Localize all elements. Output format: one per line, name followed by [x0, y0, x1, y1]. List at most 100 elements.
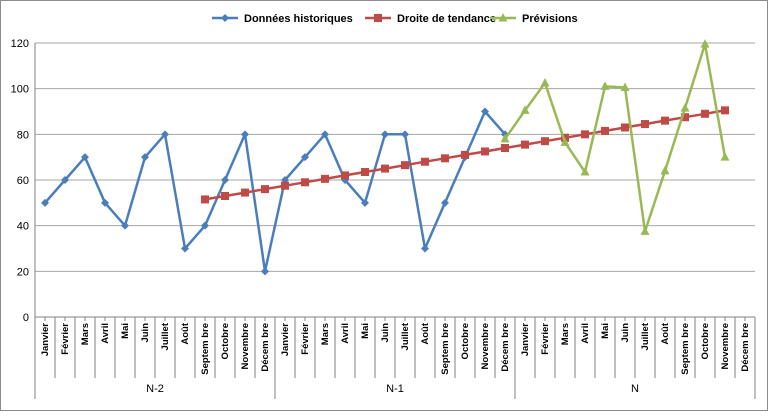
x-tick-label: Mai — [360, 323, 371, 339]
x-tick-label: Mai — [600, 323, 611, 339]
data-point — [581, 130, 589, 139]
data-point — [680, 103, 690, 112]
y-tick-label: 100 — [11, 84, 29, 96]
series-0 — [41, 107, 509, 276]
data-point — [501, 144, 509, 153]
legend-label: Prévisions — [522, 13, 578, 25]
data-point — [161, 130, 169, 139]
data-point — [541, 137, 549, 146]
data-point — [261, 185, 269, 194]
data-point — [221, 191, 229, 200]
x-tick-label: Octobre — [460, 323, 471, 359]
x-tick-label: Décem bre — [740, 323, 751, 372]
data-point — [201, 221, 209, 230]
x-tick-label: Novembre — [240, 323, 251, 369]
group-label: N-2 — [146, 383, 164, 395]
data-point — [661, 116, 669, 125]
x-tick-label: Mars — [320, 323, 331, 345]
data-point — [81, 153, 89, 162]
legend-marker — [374, 14, 382, 22]
x-tick-label: Octobre — [220, 323, 231, 359]
x-tick-label: Février — [300, 323, 311, 355]
group-label: N — [631, 383, 639, 395]
data-point — [481, 147, 489, 156]
x-tick-label: Septem bre — [200, 323, 211, 375]
x-tick-label: Juillet — [640, 322, 651, 350]
x-tick-label: Février — [60, 323, 71, 355]
data-point — [641, 120, 649, 129]
group-label: N-1 — [386, 383, 404, 395]
y-tick-label: 20 — [17, 266, 29, 278]
data-point — [301, 153, 309, 162]
x-tick-label: Mai — [120, 323, 131, 339]
data-point — [221, 176, 229, 184]
data-point — [621, 123, 629, 132]
data-point — [381, 130, 389, 139]
data-point — [121, 221, 129, 230]
x-tick-label: Septem bre — [440, 323, 451, 375]
x-tick-label: Août — [420, 322, 431, 344]
y-tick-label: 120 — [11, 38, 29, 50]
x-tick-label: Juin — [620, 323, 631, 343]
x-tick-label: Janvier — [40, 323, 51, 357]
gridlines — [35, 42, 755, 272]
x-tick-label: Janvier — [520, 323, 531, 357]
data-point — [361, 198, 369, 207]
data-point — [381, 164, 389, 173]
x-tick-label: Septem bre — [680, 323, 691, 375]
data-point — [720, 152, 730, 161]
x-tick-label: Octobre — [700, 323, 711, 359]
x-tick-label: Février — [540, 323, 551, 355]
legend: Données historiques Droite de tendance Pré… — [212, 13, 578, 25]
axis-labels: 0 20 40 60 80 100 120 Janvier Février Mars Avril Ma… — [11, 38, 751, 395]
data-point — [580, 167, 590, 176]
data-point — [101, 198, 109, 207]
y-tick-label: 60 — [17, 175, 29, 187]
x-tick-label: Décem bre — [500, 323, 511, 372]
data-point — [601, 126, 609, 135]
x-tick-label: Mars — [560, 323, 571, 345]
legend-label: Données historiques — [244, 13, 353, 25]
data-point — [41, 198, 49, 207]
series-layer — [41, 39, 730, 276]
x-tick-label: Janvier — [280, 323, 291, 357]
x-tick-label: Août — [180, 322, 191, 344]
legend-marker — [221, 14, 229, 22]
data-point — [620, 82, 630, 92]
x-tick-label: Juillet — [400, 322, 411, 350]
x-tick-label: Novembre — [480, 323, 491, 369]
x-tick-label: Avril — [340, 323, 351, 344]
data-point — [241, 130, 249, 139]
data-point — [600, 81, 610, 90]
x-tick-label: Décem bre — [260, 323, 271, 372]
x-tick-label: Juin — [140, 323, 151, 343]
data-point — [701, 109, 709, 118]
data-point — [521, 140, 529, 149]
data-point — [301, 178, 309, 187]
data-point — [421, 244, 429, 253]
data-point — [401, 161, 409, 170]
data-point — [261, 267, 269, 276]
data-point — [321, 130, 329, 139]
data-point — [461, 150, 469, 159]
data-point — [700, 39, 710, 48]
legend-marker — [498, 13, 508, 22]
data-point — [181, 244, 189, 253]
x-tick-label: Avril — [580, 323, 591, 344]
data-point — [520, 105, 530, 114]
x-tick-label: Juillet — [160, 322, 171, 350]
data-point — [61, 176, 69, 184]
data-point — [141, 153, 149, 162]
data-point — [681, 113, 689, 122]
series-line — [503, 42, 727, 233]
x-tick-label: Juin — [380, 323, 391, 343]
data-point — [421, 157, 429, 166]
data-point — [361, 168, 369, 177]
data-point — [201, 195, 209, 204]
data-point — [721, 106, 729, 115]
series-1 — [201, 106, 729, 204]
data-point — [401, 130, 409, 139]
data-point — [560, 137, 570, 146]
